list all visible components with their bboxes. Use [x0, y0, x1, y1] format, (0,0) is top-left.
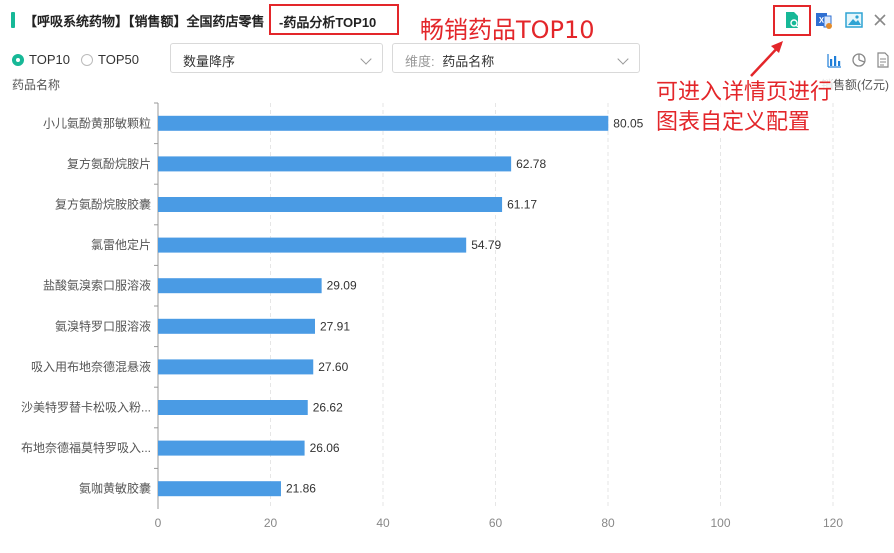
image-export-icon[interactable]	[845, 12, 863, 28]
dimension-select-text: 维度: 药品名称	[405, 51, 494, 70]
radio-top10-label: TOP10	[29, 52, 70, 67]
radio-top10-indicator[interactable]	[12, 53, 24, 66]
bar-value-label: 54.79	[471, 238, 501, 252]
y-category-label: 复方氨酚烷胺胶囊	[55, 197, 151, 212]
x-axis-label: 销售额(亿元)	[821, 77, 889, 92]
annotation-right-line2: 图表自定义配置	[656, 110, 811, 135]
bar[interactable]	[158, 237, 467, 253]
dimension-select[interactable]: 维度: 药品名称	[392, 43, 640, 73]
y-category-label: 复方氨酚烷胺片	[67, 156, 151, 171]
bar[interactable]	[158, 318, 315, 334]
x-tick-label: 60	[489, 516, 503, 530]
y-category-label: 盐酸氨溴索口服溶液	[43, 278, 151, 293]
y-category-label: 沙美特罗替卡松吸入粉...	[21, 400, 151, 415]
sort-select-value: 数量降序	[183, 54, 236, 69]
chart-title: 【呼吸系统药物】【销售额】全国药店零售	[24, 14, 265, 29]
svg-text:X: X	[819, 16, 825, 25]
close-icon[interactable]	[873, 13, 887, 27]
bar[interactable]	[158, 481, 281, 497]
x-tick-label: 100	[710, 516, 730, 530]
bar-value-label: 80.05	[613, 116, 643, 130]
pie-chart-icon[interactable]	[851, 52, 867, 68]
x-tick-label: 40	[376, 516, 390, 530]
annotation-arrow	[750, 41, 783, 77]
bar-value-label: 61.17	[507, 198, 537, 212]
bar-value-label: 27.60	[318, 360, 348, 374]
x-tick-label: 20	[264, 516, 278, 530]
bar-value-label: 26.06	[310, 441, 340, 455]
bar-value-label: 27.91	[320, 319, 350, 333]
annotation-right: 可进入详情页进行 图表自定义配置	[656, 78, 833, 138]
bar[interactable]	[158, 115, 609, 131]
x-tick-label: 80	[601, 516, 615, 530]
bar[interactable]	[158, 278, 322, 294]
detail-page-icon[interactable]	[784, 11, 800, 29]
dimension-value: 药品名称	[442, 54, 495, 69]
y-category-label: 氨咖黄敏胶囊	[79, 481, 151, 496]
bar[interactable]	[158, 400, 308, 415]
bar[interactable]	[158, 359, 314, 375]
radio-top50-label: TOP50	[98, 52, 139, 67]
bar-value-label: 62.78	[516, 157, 546, 171]
bar[interactable]	[158, 156, 512, 172]
detail-icon-highlight-box	[773, 5, 811, 36]
bar[interactable]	[158, 197, 503, 212]
y-axis-label: 药品名称	[12, 77, 60, 92]
x-tick-label: 120	[823, 516, 843, 530]
y-category-label: 小儿氨酚黄那敏颗粒	[43, 115, 151, 130]
y-category-label: 氯雷他定片	[91, 237, 151, 252]
title-accent-bar	[11, 12, 15, 28]
radio-top50[interactable]: TOP50	[81, 52, 139, 67]
bar-value-label: 29.09	[327, 279, 357, 293]
sort-select[interactable]: 数量降序	[170, 43, 383, 73]
x-tick-label: 0	[155, 516, 162, 530]
title-highlight-box: -药品分析TOP10	[269, 4, 399, 35]
bar-value-label: 26.62	[313, 401, 343, 415]
y-category-label: 氨溴特罗口服溶液	[55, 318, 151, 333]
excel-export-icon[interactable]: X	[815, 11, 833, 29]
y-category-label: 布地奈德福莫特罗吸入...	[21, 440, 151, 455]
bar[interactable]	[158, 440, 305, 456]
y-category-label: 吸入用布地奈德混悬液	[31, 359, 151, 374]
dimension-label: 维度:	[405, 54, 435, 69]
bar-value-label: 21.86	[286, 482, 316, 496]
radio-top50-indicator[interactable]	[81, 53, 93, 66]
annotation-top: 畅销药品TOP10	[420, 16, 595, 44]
chart-title-highlight: -药品分析TOP10	[279, 15, 377, 30]
bar-chart-icon[interactable]	[826, 52, 842, 68]
radio-top10[interactable]: TOP10	[12, 52, 70, 67]
table-icon[interactable]	[875, 52, 891, 68]
annotation-right-line1: 可进入详情页进行	[656, 80, 833, 105]
